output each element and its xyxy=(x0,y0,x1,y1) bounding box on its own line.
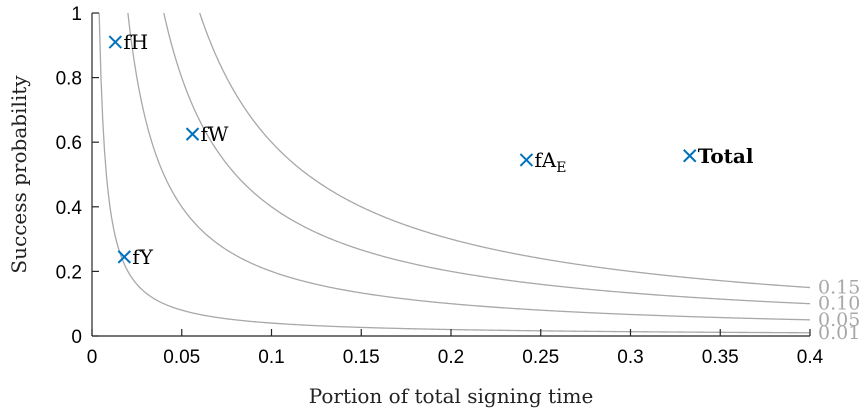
iso-curve-label-2: 0.05 xyxy=(818,309,860,331)
data-point-2: fY xyxy=(117,245,154,269)
iso-curve-label-3: 0.01 xyxy=(818,322,860,344)
iso-curve-label-1: 0.10 xyxy=(818,293,860,315)
data-point-1: fW xyxy=(185,122,229,146)
x-tick-label-0: 0 xyxy=(87,347,98,368)
iso-curve-0 xyxy=(199,12,811,289)
axes: 0 0.05 0.1 0.15 0.2 0.25 0.3 0.35 0.4 0 0.2 0.4 0.6 0… xyxy=(56,4,824,368)
x-tick-label-3: 0.15 xyxy=(343,347,380,368)
point-label-text-3: fA xyxy=(534,148,556,172)
point-label-2: fY xyxy=(132,245,153,269)
y-axis-title: Success probability xyxy=(7,75,31,274)
data-point-4: Total xyxy=(683,144,754,168)
point-label-1: fW xyxy=(201,122,229,146)
point-marker-3-b xyxy=(519,153,534,167)
iso-curves: 0.150.100.050.01 xyxy=(98,12,860,344)
point-marker-1-b xyxy=(185,127,200,141)
data-point-0: fH xyxy=(108,30,148,54)
point-label-3: fAE xyxy=(534,148,566,176)
data-points: fH fW fY fAE Total xyxy=(108,30,754,269)
x-tick-label-1: 0.05 xyxy=(163,347,200,368)
x-tick-label-2: 0.1 xyxy=(258,347,284,368)
x-tick-label-5: 0.25 xyxy=(522,347,559,368)
iso-curve-2 xyxy=(127,12,811,321)
x-tick-label-6: 0.3 xyxy=(617,347,643,368)
point-label-4: Total xyxy=(698,144,754,168)
y-tick-label-0: 0 xyxy=(71,327,82,348)
point-label-text-0: fH xyxy=(123,30,148,54)
data-point-3: fAE xyxy=(519,148,566,176)
point-label-subscript-3: E xyxy=(556,160,566,176)
iso-curve-1 xyxy=(163,12,811,305)
y-tick-label-3: 0.6 xyxy=(56,133,82,154)
x-axis-title: Portion of total signing time xyxy=(309,384,594,408)
iso-curve-label-0: 0.15 xyxy=(818,277,860,299)
point-label-text-2: fY xyxy=(132,245,153,269)
x-tick-label-4: 0.2 xyxy=(438,347,464,368)
y-tick-label-4: 0.8 xyxy=(56,69,82,90)
point-marker-2-b xyxy=(117,250,132,264)
x-tick-label-8: 0.4 xyxy=(797,347,824,368)
point-marker-4-b xyxy=(683,149,697,163)
point-marker-0-b xyxy=(108,35,123,49)
point-label-0: fH xyxy=(123,30,148,54)
y-tick-label-5: 1 xyxy=(71,4,82,25)
point-label-text-4: Total xyxy=(698,144,754,168)
iso-curve-3 xyxy=(98,12,811,334)
y-tick-label-2: 0.4 xyxy=(56,198,83,219)
point-label-text-1: fW xyxy=(201,122,229,146)
y-tick-label-1: 0.2 xyxy=(56,262,82,283)
x-tick-label-7: 0.35 xyxy=(702,347,739,368)
